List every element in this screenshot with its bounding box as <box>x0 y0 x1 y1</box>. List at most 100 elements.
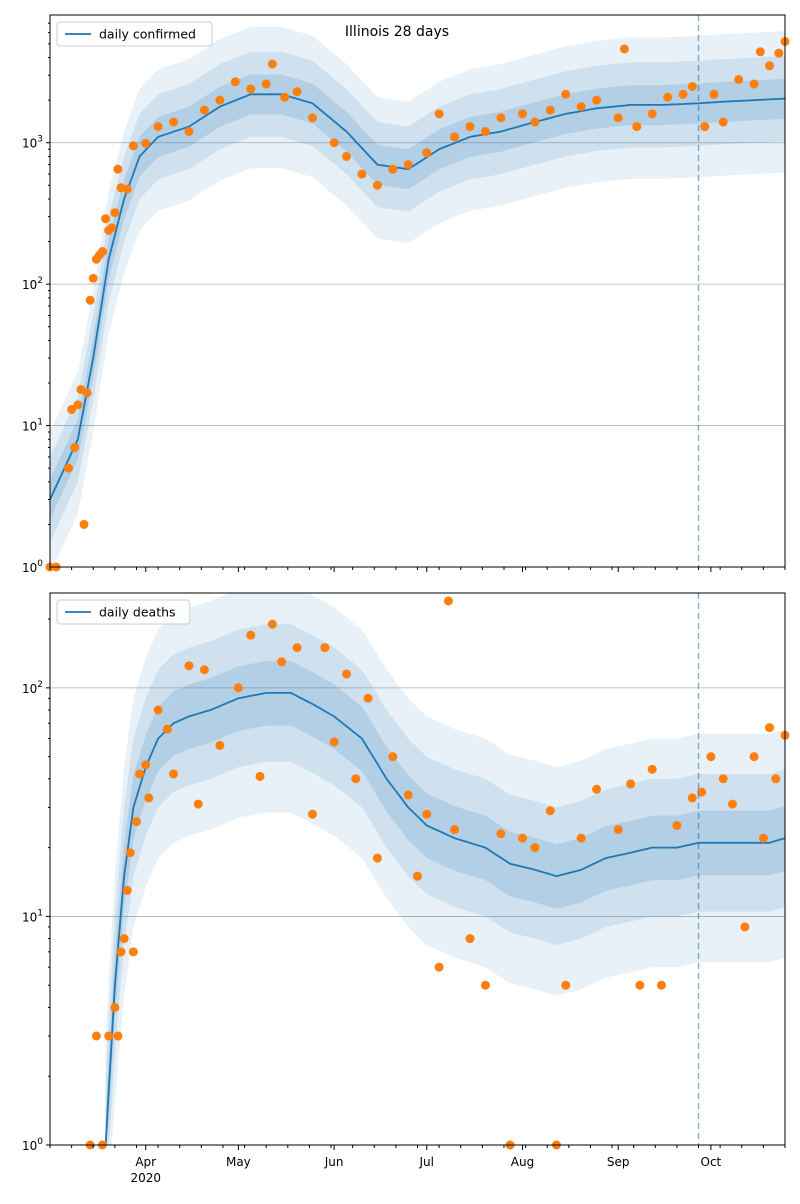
observed-data-point <box>718 117 728 127</box>
observed-data-point <box>480 980 490 990</box>
observed-data-point <box>169 117 179 127</box>
observed-data-point <box>215 95 225 105</box>
x-tick-label: Oct <box>701 1155 722 1169</box>
observed-data-point <box>193 799 203 809</box>
observed-data-point <box>246 84 256 94</box>
observed-data-point <box>329 138 339 148</box>
uncertainty-band <box>50 26 785 567</box>
figure-title: Illinois 28 days <box>345 24 449 40</box>
observed-data-point <box>518 109 527 119</box>
observed-data-point <box>85 295 95 305</box>
observed-data-point <box>230 77 240 87</box>
observed-data-point <box>576 833 586 843</box>
observed-data-point <box>771 774 781 784</box>
observed-data-point <box>697 787 707 797</box>
legend: daily confirmed <box>56 21 213 47</box>
observed-data-point <box>706 752 716 762</box>
observed-data-point <box>280 92 290 102</box>
x-tick-label: May <box>226 1155 251 1169</box>
observed-data-point <box>255 771 265 781</box>
observed-data-point <box>261 79 271 89</box>
observed-data-point <box>518 833 527 843</box>
observed-data-point <box>144 793 154 803</box>
observed-data-point <box>687 793 697 803</box>
y-tick-label: 100 <box>22 1137 43 1153</box>
observed-data-point <box>672 820 682 830</box>
observed-data-point <box>98 247 107 257</box>
legend-box <box>56 599 191 625</box>
observed-data-point <box>125 848 135 858</box>
observed-data-point <box>647 109 657 119</box>
observed-data-point <box>122 184 132 194</box>
observed-data-point <box>110 208 120 218</box>
observed-data-point <box>162 724 172 734</box>
legend-label: daily deaths <box>99 605 176 620</box>
observed-data-point <box>592 784 602 794</box>
observed-data-point <box>450 825 460 835</box>
uncertainty-band <box>105 661 785 1145</box>
observed-data-point <box>101 214 111 224</box>
observed-data-point <box>774 48 784 58</box>
y-tick-label: 101 <box>22 418 43 434</box>
observed-data-point <box>749 752 759 762</box>
observed-data-point <box>545 806 555 816</box>
x-tick-label: Jul <box>419 1155 434 1169</box>
y-tick-label: 102 <box>22 276 43 292</box>
observed-data-point <box>388 164 398 174</box>
observed-data-point <box>73 400 83 410</box>
observed-data-point <box>292 87 302 97</box>
median-series-line <box>50 93 785 500</box>
confirmed-chart-panel: 100 101 102 103 daily confirmed <box>22 14 790 575</box>
observed-data-point <box>613 113 623 123</box>
observed-data-point <box>131 817 141 827</box>
x-tick-year-label: 2020 <box>130 1171 161 1185</box>
observed-data-point <box>734 74 744 84</box>
observed-data-point <box>700 122 710 132</box>
observed-data-point <box>758 833 768 843</box>
observed-data-point <box>329 737 339 747</box>
observed-data-point <box>632 122 642 132</box>
observed-data-point <box>465 122 475 132</box>
observed-data-point <box>765 61 775 71</box>
observed-data-point <box>351 774 361 784</box>
observed-data-point <box>64 463 74 473</box>
observed-data-point <box>246 630 256 640</box>
observed-data-point <box>434 109 444 119</box>
observed-data-point <box>663 92 673 102</box>
observed-data-point <box>128 947 138 957</box>
x-tick-label: Sep <box>607 1155 630 1169</box>
observed-data-point <box>122 885 132 895</box>
observed-data-point <box>709 89 719 99</box>
observed-data-point <box>116 947 126 957</box>
observed-data-point <box>119 934 129 944</box>
observed-data-point <box>740 922 750 932</box>
observed-data-point <box>107 223 117 233</box>
observed-data-point <box>678 89 688 99</box>
legend-label: daily confirmed <box>99 27 196 42</box>
observed-data-point <box>341 151 351 161</box>
observed-data-point <box>320 643 330 653</box>
observed-data-point <box>128 141 138 151</box>
observed-data-point <box>141 138 151 148</box>
observed-data-point <box>113 1031 123 1041</box>
observed-data-point <box>403 790 413 800</box>
observed-data-point <box>91 1031 101 1041</box>
deaths-chart-panel: 100 101 102 Apr 2020 May Jun Jul Aug Sep Oct daily … <box>22 592 790 1185</box>
observed-data-point <box>169 769 179 779</box>
observed-data-point <box>292 643 302 653</box>
y-tick-label: 101 <box>22 908 43 924</box>
observed-data-point <box>82 388 92 398</box>
observed-data-point <box>184 127 194 137</box>
observed-data-point <box>104 1031 114 1041</box>
observed-data-point <box>388 752 398 762</box>
observed-data-point <box>613 825 623 835</box>
observed-data-point <box>199 105 209 115</box>
observed-data-point <box>79 519 89 529</box>
observed-data-point <box>434 962 444 972</box>
x-tick-label: Apr <box>135 1155 156 1169</box>
observed-data-point <box>443 596 453 606</box>
observed-data-point <box>308 809 317 819</box>
observed-data-point <box>153 705 163 715</box>
observed-data-point <box>308 113 317 123</box>
median-series-line <box>104 692 785 1145</box>
